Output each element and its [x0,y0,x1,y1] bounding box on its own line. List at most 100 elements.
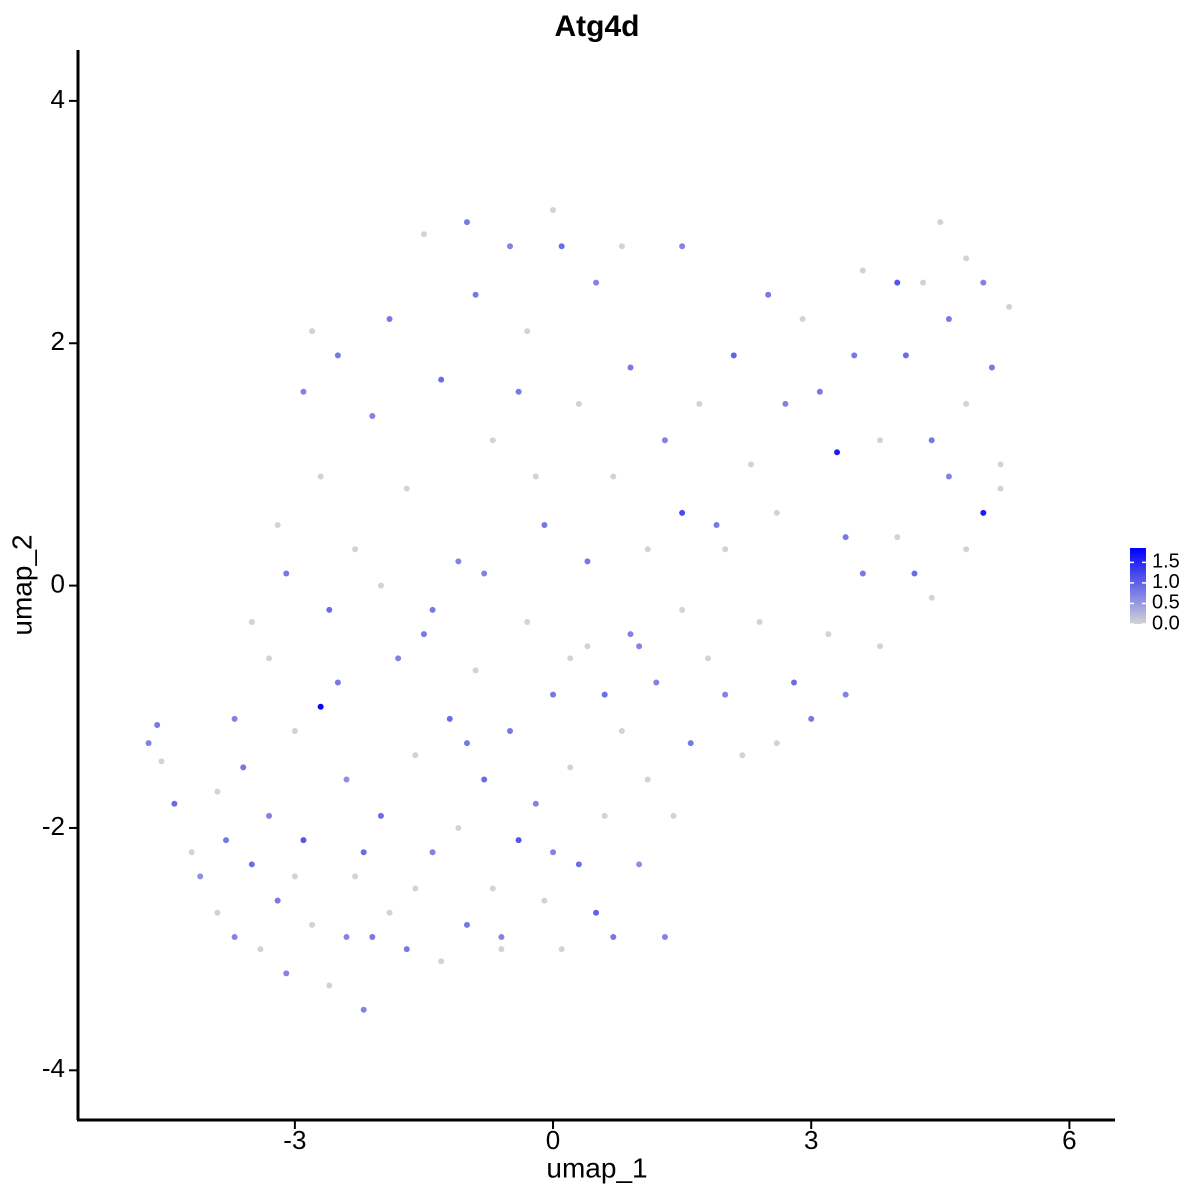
colorbar-label: 0.5 [1152,592,1180,614]
point [532,800,539,807]
colorbar-label: 0.0 [1152,612,1180,634]
point [644,776,651,783]
point [584,643,591,650]
point [902,352,909,359]
point [300,837,307,844]
point [661,437,668,444]
point [386,909,393,916]
point [765,291,772,298]
point [429,849,436,856]
point [489,437,496,444]
x-tick-label: 6 [1062,1125,1076,1155]
y-tick-label: -4 [42,1053,65,1083]
point [377,812,384,819]
point [687,740,694,747]
point [808,715,815,722]
point [395,655,402,662]
point [894,534,901,541]
point [300,388,307,395]
point [963,546,970,553]
point [420,631,427,638]
point [524,328,531,335]
point [158,758,165,765]
point [343,776,350,783]
point [541,522,548,529]
point [248,861,255,868]
point [593,279,600,286]
point [360,849,367,856]
point [945,473,952,480]
point [446,715,453,722]
point [274,897,281,904]
point [309,328,316,335]
point [145,740,152,747]
point [481,776,488,783]
point [360,1006,367,1013]
point [567,764,574,771]
point [438,376,445,383]
colorbar-label: 1.0 [1152,571,1180,593]
x-axis-label: umap_1 [546,1152,647,1183]
point [472,291,479,298]
point [627,631,634,638]
point [584,558,591,565]
point [463,921,470,928]
point [352,873,359,880]
point [309,921,316,928]
point [773,740,780,747]
point [773,509,780,516]
point [558,946,565,953]
point [963,255,970,262]
point [507,243,514,250]
point [782,400,789,407]
point [661,934,668,941]
point [704,655,711,662]
point [696,400,703,407]
point [463,740,470,747]
point [403,485,410,492]
point [997,461,1004,468]
point [291,728,298,735]
point [877,643,884,650]
point [601,812,608,819]
point [756,618,763,625]
point [369,934,376,941]
point [429,606,436,613]
point [231,715,238,722]
point [498,946,505,953]
point [171,800,178,807]
point [317,473,324,480]
point [412,752,419,759]
point [859,570,866,577]
point [240,764,247,771]
point [291,873,298,880]
point [928,437,935,444]
point [515,388,522,395]
point [266,812,273,819]
y-tick-label: 2 [51,326,65,356]
point [223,837,230,844]
point [326,982,333,989]
point [1006,303,1013,310]
point [988,364,995,371]
point [859,267,866,274]
point [188,849,195,856]
point [343,934,350,941]
point [334,352,341,359]
point [334,679,341,686]
point [851,352,858,359]
point [214,909,221,916]
point [679,509,686,516]
point [877,437,884,444]
point [455,558,462,565]
point [515,837,522,844]
point [601,691,608,698]
point [575,861,582,868]
point [945,316,952,323]
point [231,934,238,941]
point [507,728,514,735]
point [980,279,987,286]
point [834,449,841,456]
point [438,958,445,965]
